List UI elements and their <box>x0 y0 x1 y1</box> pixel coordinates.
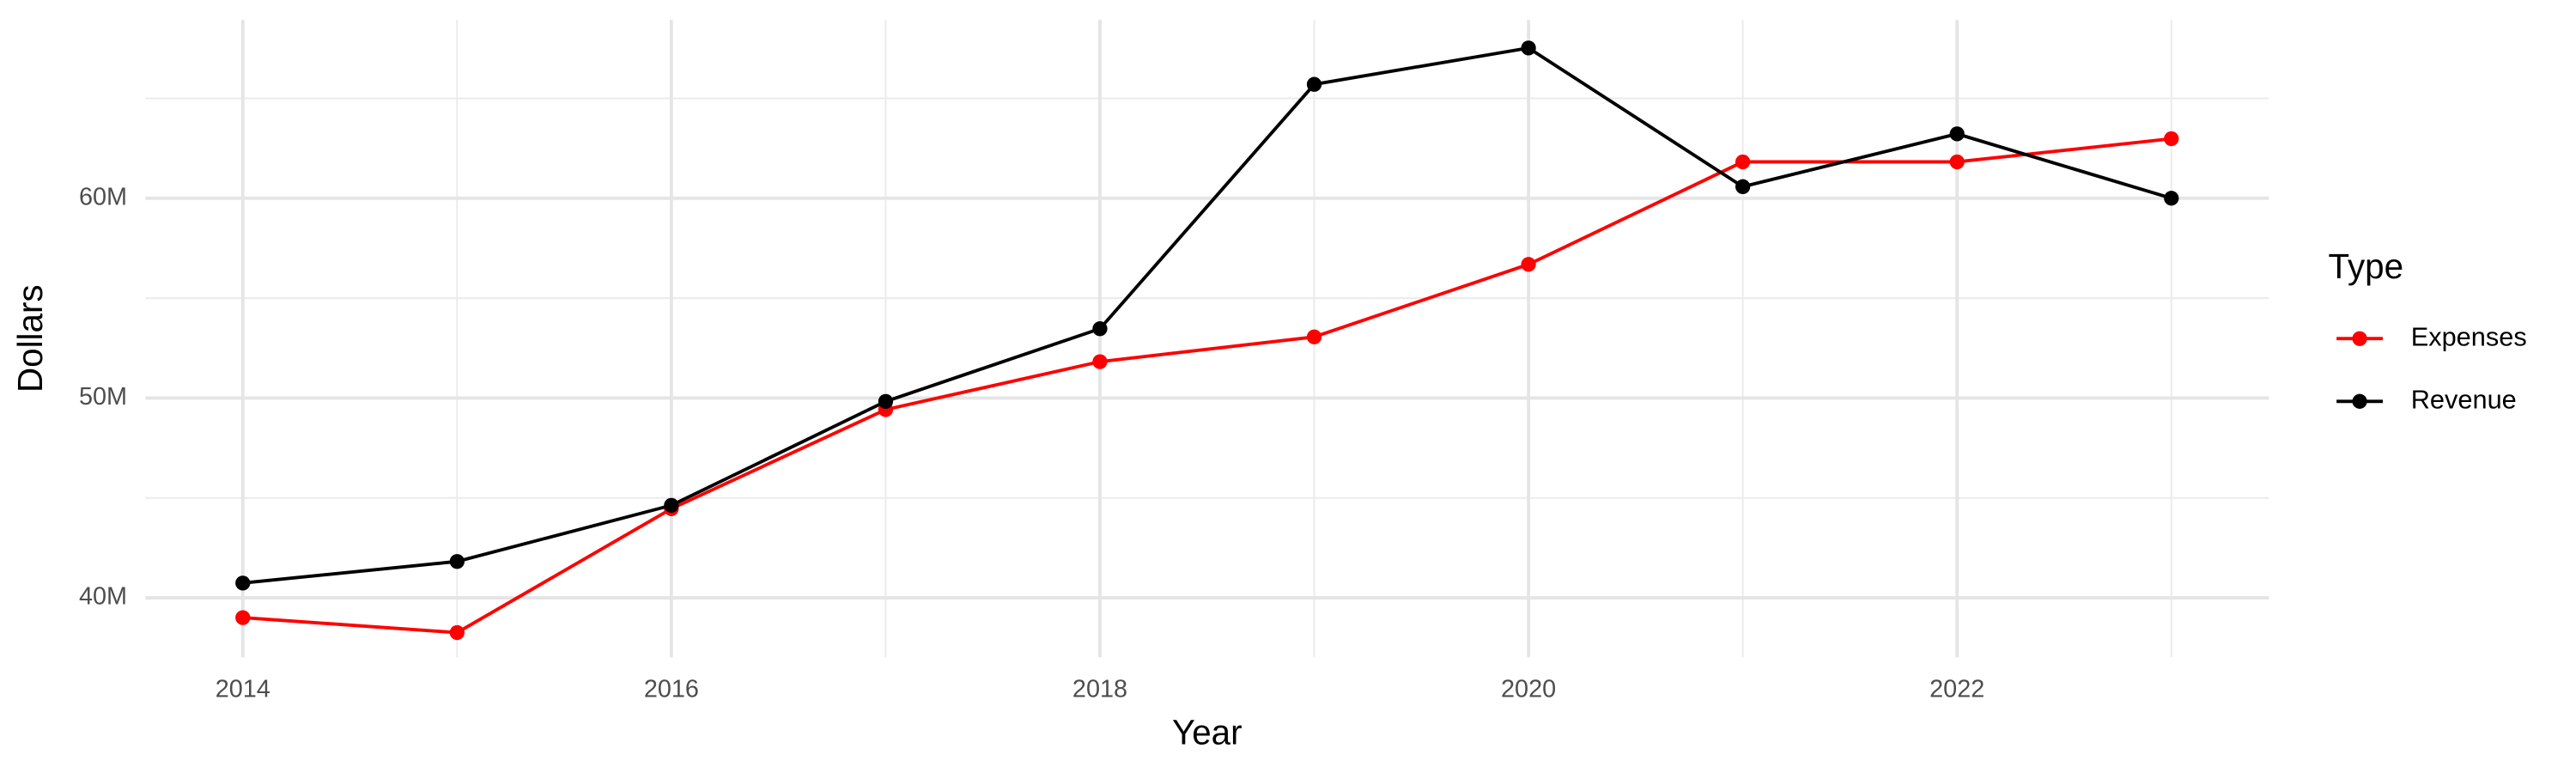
data-point <box>2164 191 2179 206</box>
data-point <box>1521 257 1536 272</box>
data-point <box>664 497 679 514</box>
y-tick-label: 40M <box>79 583 127 611</box>
data-point <box>449 554 465 569</box>
series-line <box>242 137 2172 635</box>
data-point <box>1521 40 1536 56</box>
y-tick-label: 60M <box>79 183 127 210</box>
data-point <box>1092 321 1108 337</box>
data-point <box>449 624 465 641</box>
data-point <box>235 610 251 625</box>
x-axis-title: Year <box>1172 712 1242 752</box>
x-tick-label: 2020 <box>1501 675 1556 703</box>
y-tick-label: 50M <box>79 383 127 411</box>
data-point <box>1735 179 1751 194</box>
legend-key-point <box>2352 393 2367 409</box>
x-tick-label: 2022 <box>1929 675 1984 703</box>
data-point <box>2164 131 2179 147</box>
data-point <box>1949 126 1965 142</box>
legend-key-point <box>2352 331 2367 346</box>
data-point <box>1306 76 1322 92</box>
data-point <box>1092 354 1108 369</box>
data-point <box>878 393 894 410</box>
y-axis-title: Dollars <box>10 284 50 393</box>
x-tick-label: 2014 <box>216 675 270 703</box>
legend-title: Type <box>2329 247 2404 286</box>
data-point <box>1735 154 1751 170</box>
legend-label: Revenue <box>2411 384 2517 414</box>
series-line <box>242 46 2172 585</box>
data-point <box>235 575 251 591</box>
legend-label: Expenses <box>2411 321 2527 351</box>
data-point <box>1306 329 1322 344</box>
data-point <box>1949 154 1965 170</box>
x-tick-label: 2016 <box>644 675 699 703</box>
x-tick-label: 2018 <box>1072 675 1127 703</box>
